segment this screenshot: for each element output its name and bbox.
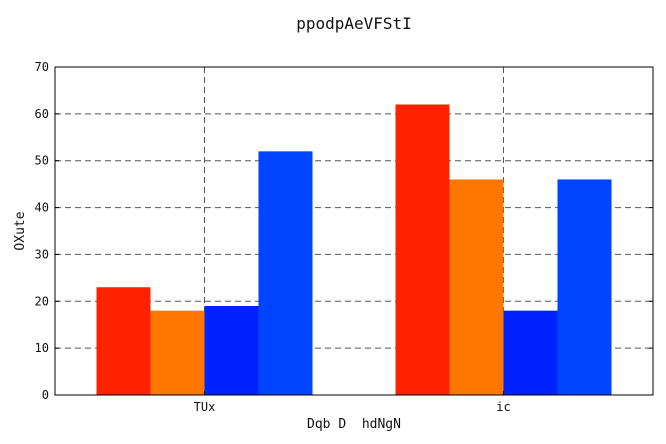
bar bbox=[395, 104, 450, 395]
y-axis-label: OXute bbox=[13, 211, 28, 250]
y-tick-label: 60 bbox=[35, 107, 49, 121]
x-tick-label: ic bbox=[496, 400, 510, 414]
bar bbox=[503, 310, 558, 395]
bar bbox=[449, 179, 504, 395]
y-tick-label: 50 bbox=[35, 154, 49, 168]
bar bbox=[204, 305, 259, 395]
y-tick-label: 30 bbox=[35, 247, 49, 261]
y-tick-label: 40 bbox=[35, 201, 49, 215]
x-tick-label: TUx bbox=[194, 400, 216, 414]
bar bbox=[557, 179, 612, 395]
bar bbox=[258, 151, 313, 395]
bars bbox=[96, 104, 612, 395]
y-tick-label: 10 bbox=[35, 341, 49, 355]
chart-title: ppodpAeVFStI bbox=[296, 14, 412, 33]
x-axis-label: Dqb D hdNgN bbox=[307, 417, 401, 432]
axis-ticks: 0 10 20 30 40 50 60 70 TUx ic bbox=[35, 60, 653, 414]
plot-frame bbox=[54, 66, 654, 396]
bar bbox=[96, 287, 151, 395]
bar bbox=[150, 310, 205, 395]
y-tick-label: 20 bbox=[35, 294, 49, 308]
y-tick-label: 70 bbox=[35, 60, 49, 74]
y-tick-label: 0 bbox=[42, 388, 49, 402]
